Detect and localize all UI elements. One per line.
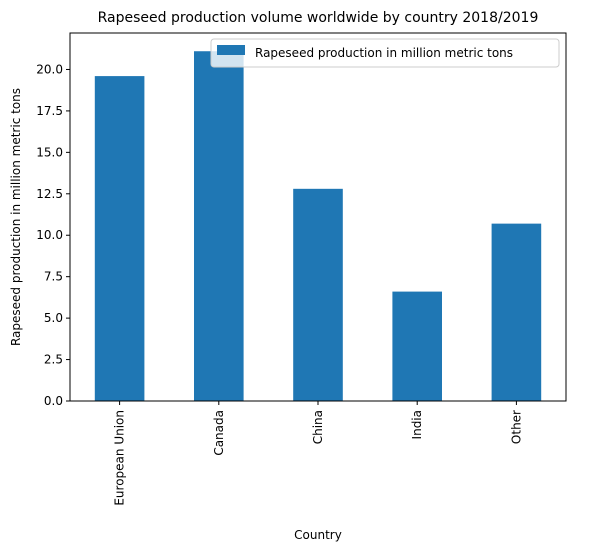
x-tick-label: Other	[509, 410, 523, 444]
legend-label: Rapeseed production in million metric to…	[255, 46, 513, 60]
x-tick-label: European Union	[113, 410, 127, 506]
bar-canada	[194, 51, 244, 402]
bar-european-union	[94, 76, 145, 402]
legend-box	[210, 38, 560, 68]
bar-other	[491, 223, 542, 401]
y-tick-label: 0.0	[44, 394, 63, 408]
chart-title: Rapeseed production volume worldwide by …	[98, 10, 539, 26]
x-tick-label: India	[410, 410, 424, 439]
y-tick-label: 10.0	[36, 228, 63, 242]
y-tick-label: 20.0	[36, 62, 63, 76]
x-axis-label: Country	[294, 528, 342, 542]
plot-area: European Union Canada China India Other 0.0 2.…	[36, 51, 542, 506]
y-tick-label: 12.5	[36, 187, 63, 201]
x-tick-label: Canada	[212, 410, 226, 456]
y-tick-label: 2.5	[44, 353, 63, 367]
y-axis-label: Rapeseed production in million metric to…	[9, 88, 23, 346]
bar-india	[392, 291, 442, 401]
y-tick-label: 17.5	[36, 104, 63, 118]
y-tick-label: 15.0	[36, 145, 63, 159]
y-tick-label: 7.5	[44, 270, 63, 284]
legend-swatch	[217, 45, 245, 55]
legend: Rapeseed production in million metric to…	[210, 38, 560, 68]
y-tick-label: 5.0	[44, 311, 63, 325]
x-tick-label: China	[311, 410, 325, 444]
bar-china	[293, 188, 343, 401]
plot-frame	[69, 32, 567, 402]
